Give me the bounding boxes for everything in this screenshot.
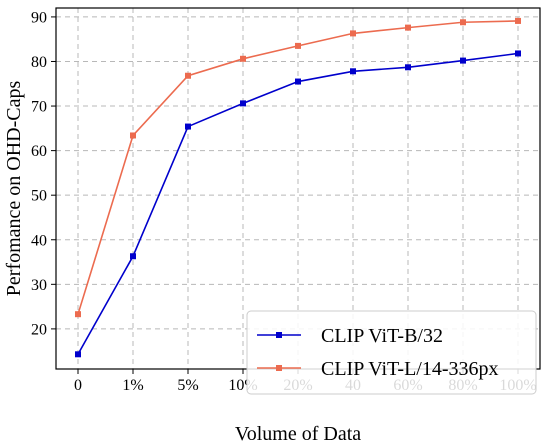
data-point-marker xyxy=(130,253,136,260)
data-point-marker xyxy=(460,19,466,26)
series-lines xyxy=(75,17,521,358)
y-tick-label: 50 xyxy=(31,188,47,205)
series-vit-l14-336px xyxy=(75,17,521,318)
y-tick-label: 20 xyxy=(31,321,47,338)
data-point-marker xyxy=(240,100,246,107)
legend-label: CLIP ViT-L/14-336px xyxy=(321,358,499,380)
y-tick-label: 90 xyxy=(31,9,47,26)
x-tick-label: 5% xyxy=(177,377,198,394)
data-point-marker xyxy=(75,311,81,318)
series-vit-b32 xyxy=(75,50,521,358)
y-tick-label: 70 xyxy=(31,99,47,116)
legend-item: CLIP ViT-B/32 xyxy=(257,325,443,347)
x-axis-label: Volume of Data xyxy=(235,423,361,444)
y-tick-label: 30 xyxy=(31,277,47,294)
data-point-marker xyxy=(75,351,81,358)
data-point-marker xyxy=(130,132,136,139)
legend-label: CLIP ViT-B/32 xyxy=(321,325,443,347)
y-axis-label: Perfomance on OHD-Caps xyxy=(3,81,25,297)
data-point-marker xyxy=(405,64,411,71)
legend-marker-swatch xyxy=(276,365,282,371)
x-tick-label: 1% xyxy=(122,377,143,394)
data-point-marker xyxy=(295,78,301,85)
legend: CLIP ViT-B/32 CLIP ViT-L/14-336px xyxy=(246,310,537,395)
legend-marker-swatch xyxy=(276,332,282,338)
data-point-marker xyxy=(185,123,191,130)
y-tick-label: 40 xyxy=(31,232,47,249)
gridlines xyxy=(56,8,540,369)
data-point-marker xyxy=(460,57,466,64)
y-axis: 20 30 40 50 60 70 80 90 xyxy=(31,9,56,338)
data-point-marker xyxy=(240,55,246,62)
legend-box xyxy=(246,310,537,395)
data-point-marker xyxy=(515,50,521,57)
data-point-marker xyxy=(350,68,356,75)
data-point-marker xyxy=(350,30,356,37)
y-tick-label: 60 xyxy=(31,143,47,160)
x-tick-label: 0 xyxy=(74,377,82,394)
data-point-marker xyxy=(295,42,301,49)
y-tick-label: 80 xyxy=(31,54,47,71)
legend-item: CLIP ViT-L/14-336px xyxy=(257,358,499,380)
data-point-marker xyxy=(405,24,411,31)
data-point-marker xyxy=(515,17,521,24)
data-point-marker xyxy=(185,72,191,79)
